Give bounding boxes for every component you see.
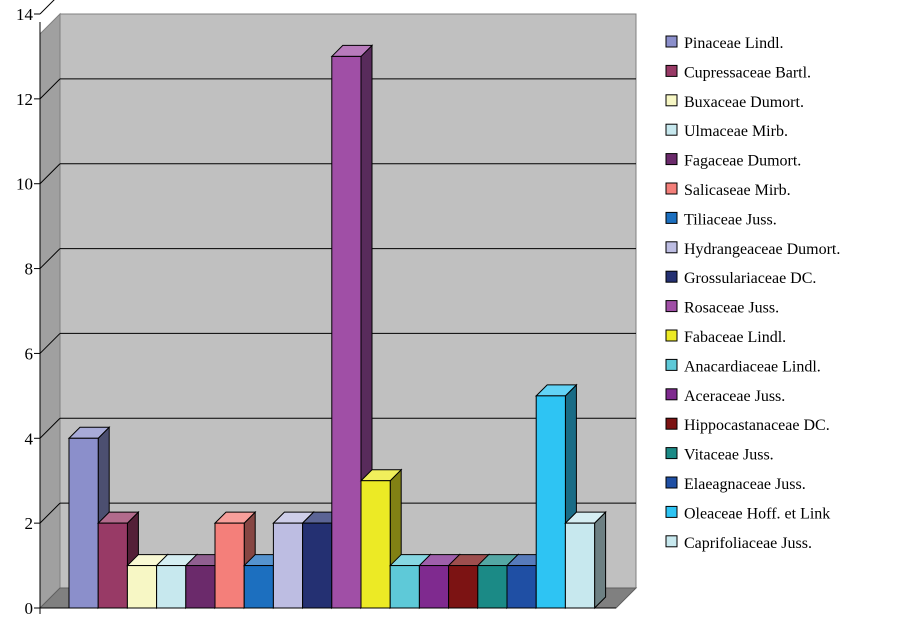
legend-item: Fabaceae Lindl.: [665, 329, 786, 346]
legend-label: Anacardiaceae Lindl.: [684, 358, 821, 375]
y-tick-label: 4: [25, 429, 34, 448]
legend-swatch: [665, 123, 678, 136]
legend-label: Aceraceae Juss.: [684, 388, 785, 405]
legend-item: Hydrangeaceae Dumort.: [665, 241, 840, 258]
legend-label: Vitaceae Juss.: [684, 447, 774, 464]
legend-swatch: [665, 241, 678, 254]
legend-label: Grossulariaceae DC.: [684, 270, 816, 287]
bar-front: [272, 522, 304, 609]
bar-front: [360, 480, 391, 609]
legend-item: Fagaceae Dumort.: [665, 153, 801, 170]
bar-side: [594, 510, 607, 610]
legend-item: Grossulariaceae DC.: [665, 270, 816, 287]
legend-swatch: [665, 505, 678, 518]
legend-swatch: [665, 447, 678, 460]
legend-item: Vitaceae Juss.: [665, 447, 774, 464]
legend-swatch: [665, 270, 678, 283]
legend-item: Rosaceae Juss.: [665, 300, 779, 317]
legend-item: Elaeagnaceae Juss.: [665, 476, 806, 493]
legend-label: Fabaceae Lindl.: [684, 329, 786, 346]
legend-swatch: [665, 329, 678, 342]
legend: Pinaceae Lindl. Cupressaceae Bartl. Buxace…: [665, 35, 840, 552]
bar-front: [564, 522, 596, 609]
grid-line-side: [39, 0, 55, 15]
legend-label: Cupressaceae Bartl.: [684, 64, 811, 81]
legend-item: Ulmaceae Mirb.: [665, 123, 788, 140]
legend-swatch: [665, 476, 678, 489]
legend-swatch: [665, 153, 678, 166]
bar-front: [506, 565, 537, 609]
legend-item: Buxaceae Dumort.: [665, 94, 804, 111]
legend-swatch: [665, 94, 678, 107]
legend-swatch: [665, 535, 678, 548]
side-wall: [39, 12, 61, 610]
legend-item: Pinaceae Lindl.: [665, 35, 784, 52]
grid-line-side: [39, 417, 61, 439]
legend-label: Rosaceae Juss.: [684, 300, 779, 317]
y-tick-label: 14: [16, 5, 34, 24]
bar: [96, 510, 140, 610]
y-tick-label: 10: [16, 175, 33, 194]
legend-label: Fagaceae Dumort.: [684, 153, 801, 170]
bar-front: [389, 565, 420, 609]
legend-item: Cupressaceae Bartl.: [665, 64, 811, 81]
y-tick-label: 0: [25, 599, 34, 618]
bar-front: [331, 55, 362, 609]
bar-front: [418, 565, 450, 609]
legend-swatch: [665, 300, 678, 313]
legend-item: Aceraceae Juss.: [665, 388, 785, 405]
bars: [67, 44, 607, 610]
bar-front: [68, 437, 99, 609]
y-tick-label: 8: [25, 260, 34, 279]
bar-front: [243, 565, 274, 609]
legend-item: Caprifoliaceae Juss.: [665, 535, 812, 552]
legend-label: Pinaceae Lindl.: [684, 35, 784, 52]
legend-label: Hydrangeaceae Dumort.: [684, 241, 840, 258]
bar-front: [97, 522, 128, 609]
grid-line-side: [39, 248, 61, 269]
bar-front: [302, 522, 333, 609]
legend-item: Anacardiaceae Lindl.: [665, 358, 821, 375]
legend-item: Oleaceae Hoff. et Link: [665, 505, 830, 522]
bar-front: [126, 565, 158, 609]
bar: [564, 510, 607, 610]
legend-swatch: [665, 417, 678, 430]
legend-item: Salicaseae Mirb.: [665, 182, 791, 199]
bar: [330, 44, 374, 610]
legend-swatch: [665, 35, 678, 48]
legend-item: Tiliaceae Juss.: [665, 211, 777, 228]
bar-front: [477, 565, 508, 609]
grid-line-side: [39, 502, 61, 524]
legend-label: Elaeagnaceae Juss.: [684, 476, 806, 493]
bar-front: [185, 565, 216, 609]
bar-front: [448, 565, 479, 609]
grid-line-side: [39, 333, 61, 354]
legend-label: Oleaceae Hoff. et Link: [684, 505, 830, 522]
legend-swatch: [665, 358, 678, 371]
bar-front: [214, 522, 245, 609]
y-tick-label: 2: [25, 514, 34, 533]
legend-swatch: [665, 182, 678, 195]
y-tick-label: 6: [25, 344, 34, 363]
legend-label: Hippocastanaceae DC.: [684, 417, 830, 434]
y-tick-label: 12: [16, 90, 33, 109]
legend-label: Salicaseae Mirb.: [684, 182, 791, 199]
bar-front: [535, 395, 566, 609]
legend-swatch: [665, 211, 678, 224]
bar-front: [156, 565, 187, 609]
grid-line-side: [39, 78, 61, 100]
legend-label: Buxaceae Dumort.: [684, 94, 804, 111]
legend-label: Ulmaceae Mirb.: [684, 123, 788, 140]
legend-label: Tiliaceae Juss.: [684, 211, 777, 228]
grid-line-side: [39, 163, 61, 185]
legend-swatch: [665, 388, 678, 401]
legend-label: Caprifoliaceae Juss.: [684, 535, 812, 552]
legend-item: Hippocastanaceae DC.: [665, 417, 830, 434]
legend-swatch: [665, 64, 678, 77]
